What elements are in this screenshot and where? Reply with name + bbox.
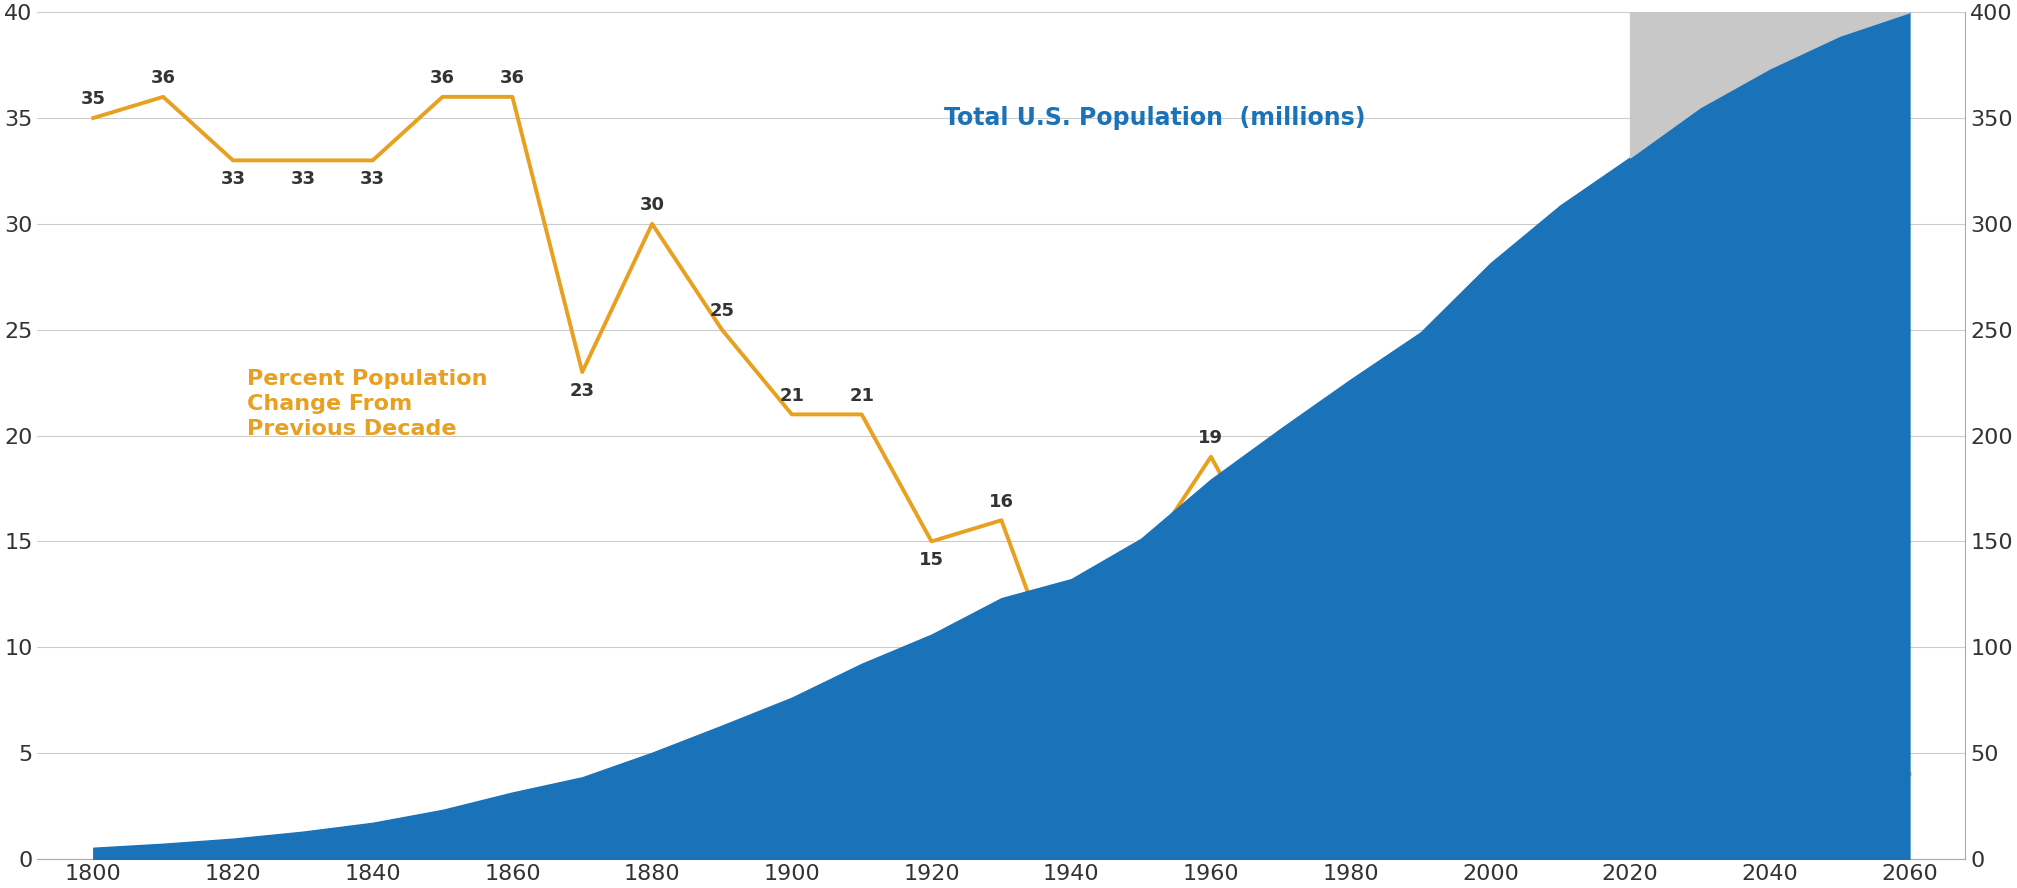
Text: 5: 5 (1763, 725, 1777, 743)
Text: 23: 23 (569, 382, 595, 400)
Text: 13: 13 (1269, 556, 1293, 574)
Text: 21: 21 (849, 386, 873, 405)
Text: 11: 11 (1337, 636, 1363, 654)
Text: 36: 36 (151, 69, 175, 87)
Text: Percent Population
Change From
Previous Decade: Percent Population Change From Previous … (246, 369, 488, 439)
Text: Total U.S. Population  (millions): Total U.S. Population (millions) (944, 106, 1366, 130)
Text: 33: 33 (220, 170, 246, 188)
Text: 8: 8 (1624, 662, 1636, 680)
Text: Projected: Projected (1702, 421, 1866, 450)
Text: 33: 33 (290, 170, 315, 188)
Text: 7: 7 (1694, 683, 1706, 701)
Text: 19: 19 (1198, 429, 1224, 447)
Text: 15: 15 (920, 551, 944, 569)
Text: 36: 36 (430, 69, 456, 87)
Text: 35: 35 (81, 91, 105, 108)
Text: 10: 10 (1547, 657, 1573, 675)
Text: 21: 21 (779, 386, 805, 405)
Text: 36: 36 (500, 69, 524, 87)
Text: 30: 30 (639, 196, 666, 214)
Text: 13: 13 (1478, 556, 1503, 574)
Text: 4: 4 (1904, 784, 1916, 802)
Text: 25: 25 (710, 302, 734, 320)
Text: 14: 14 (1130, 535, 1154, 553)
Text: 13: 13 (1408, 556, 1432, 574)
Text: 33: 33 (361, 170, 385, 188)
Text: 4: 4 (1833, 747, 1846, 765)
Text: 16: 16 (988, 493, 1015, 511)
Text: 7: 7 (1065, 720, 1077, 739)
